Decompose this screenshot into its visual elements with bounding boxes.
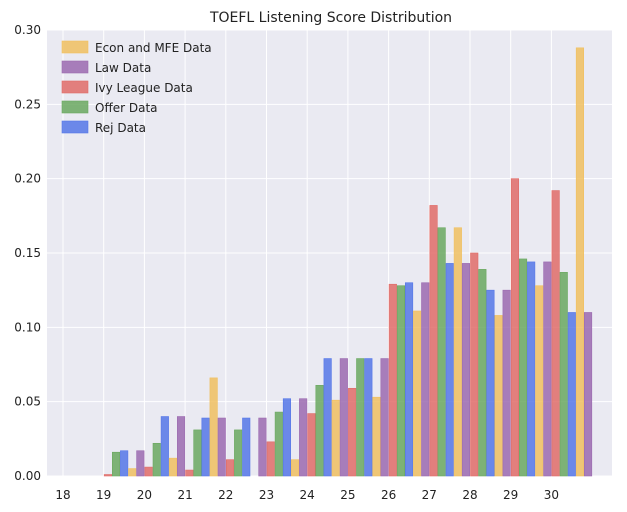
bar-ivy-league-data-22 bbox=[226, 459, 235, 477]
bar-rej-data-19 bbox=[120, 450, 129, 477]
legend-label: Rej Data bbox=[95, 121, 146, 135]
bar-offer-data-21 bbox=[193, 429, 202, 477]
y-tick-label: 0.00 bbox=[14, 469, 41, 483]
x-tick-label: 27 bbox=[422, 488, 437, 502]
x-tick-label: 22 bbox=[218, 488, 233, 502]
bar-law-data-30 bbox=[583, 312, 593, 477]
x-tick-label: 19 bbox=[96, 488, 111, 502]
y-tick-label: 0.10 bbox=[14, 320, 41, 334]
bar-offer-data-23 bbox=[274, 411, 283, 477]
bar-ivy-league-data-23 bbox=[266, 441, 275, 477]
x-tick-label: 29 bbox=[503, 488, 518, 502]
x-tick-label: 25 bbox=[340, 488, 355, 502]
legend-swatch bbox=[61, 100, 89, 114]
bars bbox=[103, 47, 593, 477]
bar-offer-data-26 bbox=[396, 285, 406, 477]
bar-law-data-21 bbox=[217, 417, 226, 477]
bar-rej-data-30 bbox=[567, 312, 576, 477]
bar-rej-data-26 bbox=[404, 282, 414, 477]
bar-econ-and-mfe-data-26 bbox=[413, 310, 422, 477]
bar-rej-data-27 bbox=[445, 263, 454, 477]
legend-swatch bbox=[61, 120, 89, 134]
x-tick-label: 30 bbox=[544, 488, 559, 502]
y-tick-label: 0.30 bbox=[14, 23, 41, 37]
bar-ivy-league-data-20 bbox=[144, 466, 153, 477]
y-tick-label: 0.20 bbox=[14, 172, 41, 186]
x-tick-label: 23 bbox=[259, 488, 274, 502]
bar-econ-and-mfe-data-21 bbox=[209, 377, 218, 477]
x-tick-label: 20 bbox=[137, 488, 152, 502]
bar-law-data-22 bbox=[258, 417, 267, 477]
y-tick-label: 0.25 bbox=[14, 97, 41, 111]
bar-offer-data-25 bbox=[356, 358, 365, 477]
x-tick-label: 21 bbox=[177, 488, 192, 502]
legend-label: Econ and MFE Data bbox=[95, 41, 212, 55]
bar-offer-data-22 bbox=[234, 429, 243, 477]
bar-offer-data-28 bbox=[478, 269, 487, 477]
bar-ivy-league-data-25 bbox=[348, 387, 357, 477]
bar-law-data-24 bbox=[339, 358, 348, 477]
bar-econ-and-mfe-data-19 bbox=[128, 468, 137, 477]
bar-offer-data-30 bbox=[559, 272, 568, 477]
bar-rej-data-24 bbox=[323, 358, 332, 477]
bar-rej-data-28 bbox=[486, 289, 495, 477]
legend-label: Ivy League Data bbox=[95, 81, 193, 95]
bar-law-data-26 bbox=[421, 282, 430, 477]
legend-swatch bbox=[61, 80, 89, 94]
legend-swatch bbox=[61, 60, 89, 74]
bar-econ-and-mfe-data-20 bbox=[168, 457, 177, 477]
bar-offer-data-27 bbox=[437, 227, 446, 477]
bar-ivy-league-data-30 bbox=[551, 190, 560, 477]
legend-label: Offer Data bbox=[95, 101, 158, 115]
bar-law-data-19 bbox=[136, 450, 145, 477]
bar-rej-data-23 bbox=[282, 398, 292, 477]
bar-rej-data-29 bbox=[527, 261, 536, 477]
bar-econ-and-mfe-data-30 bbox=[575, 47, 585, 477]
bar-law-data-29 bbox=[543, 261, 552, 477]
bar-law-data-27 bbox=[461, 263, 471, 477]
bar-ivy-league-data-27 bbox=[429, 205, 438, 477]
bar-ivy-league-data-24 bbox=[307, 413, 316, 477]
bar-ivy-league-data-28 bbox=[470, 252, 479, 477]
bar-law-data-23 bbox=[299, 398, 308, 477]
bar-econ-and-mfe-data-28 bbox=[494, 315, 503, 477]
chart-title: TOEFL Listening Score Distribution bbox=[209, 10, 452, 26]
x-tick-label: 18 bbox=[55, 488, 70, 502]
bar-econ-and-mfe-data-25 bbox=[372, 396, 381, 477]
bar-ivy-league-data-21 bbox=[185, 469, 194, 477]
legend: Econ and MFE Data Law Data Ivy League Data… bbox=[61, 40, 212, 135]
bar-offer-data-29 bbox=[518, 258, 528, 477]
bar-econ-and-mfe-data-23 bbox=[290, 459, 300, 477]
y-tick-label: 0.05 bbox=[14, 395, 41, 409]
bar-rej-data-21 bbox=[201, 417, 210, 477]
x-tick-label: 26 bbox=[381, 488, 396, 502]
bar-rej-data-20 bbox=[160, 416, 169, 477]
bar-ivy-league-data-19 bbox=[103, 474, 112, 477]
bar-econ-and-mfe-data-27 bbox=[453, 227, 462, 477]
legend-swatch bbox=[61, 40, 89, 54]
bar-law-data-20 bbox=[177, 416, 186, 477]
y-axis-ticks: 0.00 0.05 0.10 0.15 0.20 0.25 0.30 bbox=[14, 23, 41, 483]
bar-offer-data-19 bbox=[112, 451, 121, 477]
bar-offer-data-24 bbox=[315, 385, 324, 477]
x-axis-ticks: 18 19 20 21 22 23 24 25 26 27 28 29 30 bbox=[55, 488, 559, 502]
x-tick-label: 28 bbox=[462, 488, 477, 502]
bar-law-data-28 bbox=[502, 289, 511, 477]
bar-ivy-league-data-29 bbox=[510, 178, 520, 477]
bar-econ-and-mfe-data-24 bbox=[331, 399, 340, 477]
bar-law-data-25 bbox=[380, 358, 389, 477]
bar-rej-data-25 bbox=[364, 358, 373, 477]
bar-rej-data-22 bbox=[242, 417, 251, 477]
legend-label: Law Data bbox=[95, 61, 151, 75]
bar-ivy-league-data-26 bbox=[388, 283, 397, 477]
x-tick-label: 24 bbox=[300, 488, 315, 502]
bar-offer-data-20 bbox=[152, 442, 161, 477]
bar-econ-and-mfe-data-29 bbox=[535, 285, 544, 477]
y-tick-label: 0.15 bbox=[14, 246, 41, 260]
